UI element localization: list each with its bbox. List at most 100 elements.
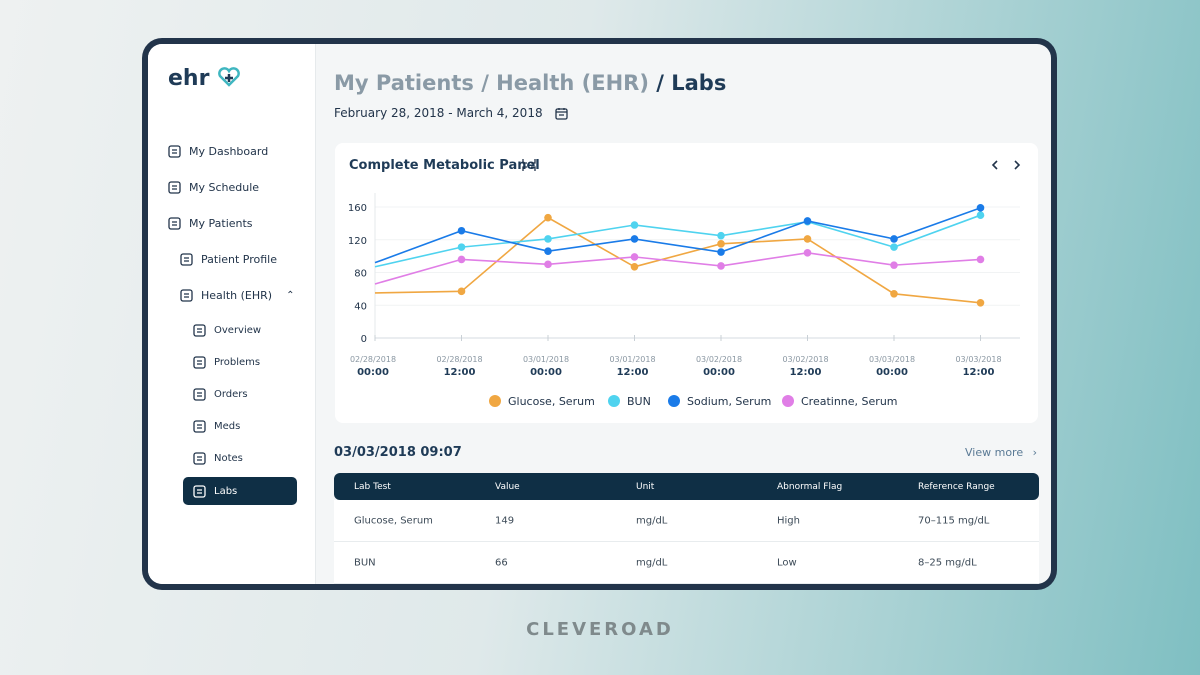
series-line [374,207,981,264]
chevron-up: ⌃ [286,289,295,301]
nav-icon-shape [197,392,202,397]
column-header: Abnormal Flag [777,481,843,492]
y-tick-label: 80 [354,269,367,280]
x-tick-time: 12:00 [617,367,649,378]
nav-icon [193,452,206,465]
footer-logo: CLEVEROAD [526,619,674,640]
legend-label[interactable]: Creatinne, Serum [801,395,898,408]
table-cell: Low [777,557,797,568]
y-tick-label: 120 [348,236,367,247]
nav-item[interactable]: Notes [193,445,243,473]
nav-icon [193,388,206,401]
legend-label[interactable]: Sodium, Serum [687,395,771,408]
nav-icon-shape [193,420,206,433]
data-point [544,260,552,269]
y-tick-label: 40 [354,301,367,312]
next-button[interactable] [1014,160,1021,170]
date-range-text: February 28, 2018 - March 4, 2018 [334,106,543,120]
expand-icon[interactable] [522,159,536,171]
legend-swatch[interactable] [782,395,794,407]
nav-icon-shape [168,144,181,158]
x-tick-date: 03/02/2018 [782,355,828,364]
nav-item[interactable]: Health (EHR) ⌃ [180,281,294,309]
nav-icon [193,484,206,498]
data-point [717,231,725,240]
nav-icon-shape [193,388,206,401]
x-tick-date: 03/03/2018 [869,355,915,364]
y-tick-label: 0 [361,334,367,345]
nav-item[interactable]: My Patients [168,209,253,237]
calendar-icon [554,107,568,120]
nav-item[interactable]: Patient Profile [180,245,277,273]
nav-item[interactable]: Labs [183,477,297,505]
data-point [630,253,639,261]
nav-item[interactable]: Overview [193,316,261,344]
nav-icon-shape [172,148,177,154]
prev-button[interactable] [991,160,998,170]
nav-item[interactable]: My Dashboard [168,137,268,165]
brand-icon [218,67,240,87]
chart-title: Complete Metabolic Panel [349,158,540,173]
breadcrumb-item[interactable]: Health (EHR) [496,71,649,95]
nav-icon [168,180,181,194]
data-point [976,204,985,212]
results-table: Lab Test Value Unit Abnormal Flag Reference … [334,473,1039,584]
x-tick-time: 00:00 [357,367,389,378]
data-point [976,255,985,264]
legend-swatch[interactable] [668,395,680,407]
brand-text: ehr [168,66,210,91]
table-cell: 66 [495,557,508,568]
series-line [374,252,981,285]
data-point [457,255,466,264]
x-tick-time: 00:00 [703,367,735,378]
data-point [544,235,552,243]
nav-item[interactable]: Problems [193,348,260,376]
x-tick-date: 03/01/2018 [609,355,655,364]
nav-label: My Dashboard [189,144,269,158]
nav-item[interactable]: Meds [193,413,240,441]
view-more[interactable]: View more › [965,446,1037,459]
legend-swatch[interactable] [489,395,501,407]
chart-card: Complete Metabolic Panel 0 40 80 120 160 02/2… [335,143,1038,423]
nav-icon-shape [193,452,206,465]
data-point [717,248,725,256]
nav-item[interactable]: My Schedule [168,173,259,201]
table-cell: 70–115 mg/dL [918,515,990,526]
nav-icon-shape [193,323,206,337]
legend-label[interactable]: BUN [627,395,651,408]
series-line [374,216,981,304]
x-tick-time: 12:00 [790,367,822,378]
view-more-text: View more [965,446,1024,459]
legend-swatch[interactable] [608,395,620,407]
data-point [717,262,725,270]
table-cell: BUN [354,557,376,568]
data-point [544,213,552,222]
date-range[interactable]: February 28, 2018 - March 4, 2018 [334,106,568,120]
nav-icon-shape [197,456,202,461]
data-point [717,240,725,248]
breadcrumb-separator: / [656,71,664,95]
nav-item[interactable]: Orders [193,380,248,408]
nav-icon-shape [168,216,181,230]
nav-icon [193,323,206,337]
data-point [544,247,552,256]
nav-icon-shape [197,327,202,333]
nav-icon-shape [180,288,193,302]
nav-icon-shape [193,484,206,498]
legend-label[interactable]: Glucose, Serum [508,395,595,408]
table-cell: 8–25 mg/dL [918,557,977,568]
nav-icon-shape [172,184,177,190]
nav-icon-shape [197,424,202,429]
nav-label: Labs [214,485,238,497]
table-header: Lab Test Value Unit Abnormal Flag Reference … [334,473,1039,500]
nav-icon [193,420,206,433]
nav-icon [168,144,181,158]
table-cell: mg/dL [636,515,668,526]
table-cell: Glucose, Serum [354,515,433,526]
nav-label: My Schedule [189,180,260,194]
x-tick-date: 03/01/2018 [523,355,569,364]
breadcrumb-item[interactable]: My Patients [334,71,474,95]
nav-icon [180,288,193,302]
x-tick-time: 12:00 [963,367,995,378]
